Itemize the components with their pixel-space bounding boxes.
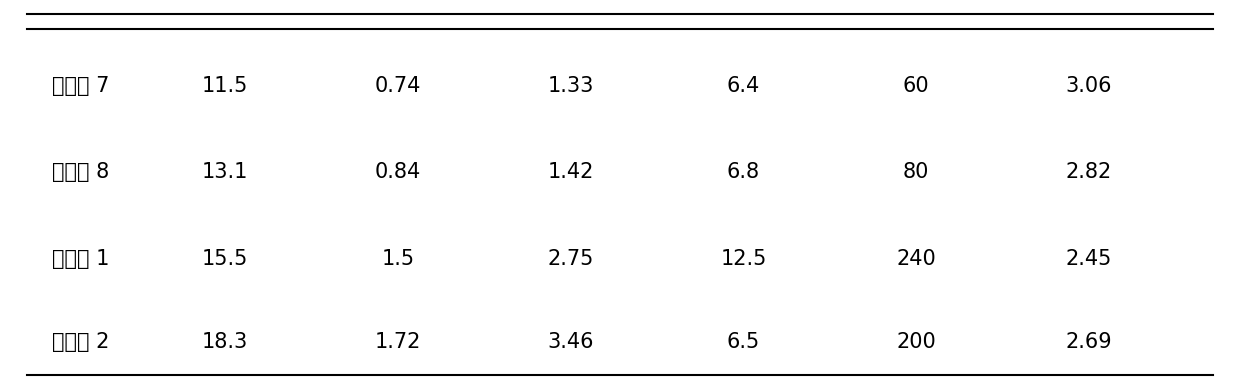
Text: 实施例 8: 实施例 8 <box>52 162 109 182</box>
Text: 0.74: 0.74 <box>374 76 422 96</box>
Text: 6.5: 6.5 <box>727 332 760 351</box>
Text: 1.42: 1.42 <box>547 162 594 182</box>
Text: 0.84: 0.84 <box>374 162 420 182</box>
Text: 12.5: 12.5 <box>720 249 766 269</box>
Text: 1.72: 1.72 <box>374 332 422 351</box>
Text: 6.4: 6.4 <box>727 76 760 96</box>
Text: 2.45: 2.45 <box>1066 249 1112 269</box>
Text: 2.69: 2.69 <box>1065 332 1112 351</box>
Text: 6.8: 6.8 <box>727 162 760 182</box>
Text: 11.5: 11.5 <box>202 76 248 96</box>
Text: 对比例 1: 对比例 1 <box>52 249 109 269</box>
Text: 80: 80 <box>903 162 930 182</box>
Text: 13.1: 13.1 <box>202 162 248 182</box>
Text: 3.46: 3.46 <box>547 332 594 351</box>
Text: 实施例 7: 实施例 7 <box>52 76 109 96</box>
Text: 1.5: 1.5 <box>381 249 414 269</box>
Text: 200: 200 <box>897 332 936 351</box>
Text: 1.33: 1.33 <box>547 76 594 96</box>
Text: 15.5: 15.5 <box>202 249 248 269</box>
Text: 18.3: 18.3 <box>202 332 248 351</box>
Text: 2.75: 2.75 <box>547 249 594 269</box>
Text: 240: 240 <box>897 249 936 269</box>
Text: 60: 60 <box>903 76 930 96</box>
Text: 3.06: 3.06 <box>1066 76 1112 96</box>
Text: 对比例 2: 对比例 2 <box>52 332 109 351</box>
Text: 2.82: 2.82 <box>1066 162 1112 182</box>
